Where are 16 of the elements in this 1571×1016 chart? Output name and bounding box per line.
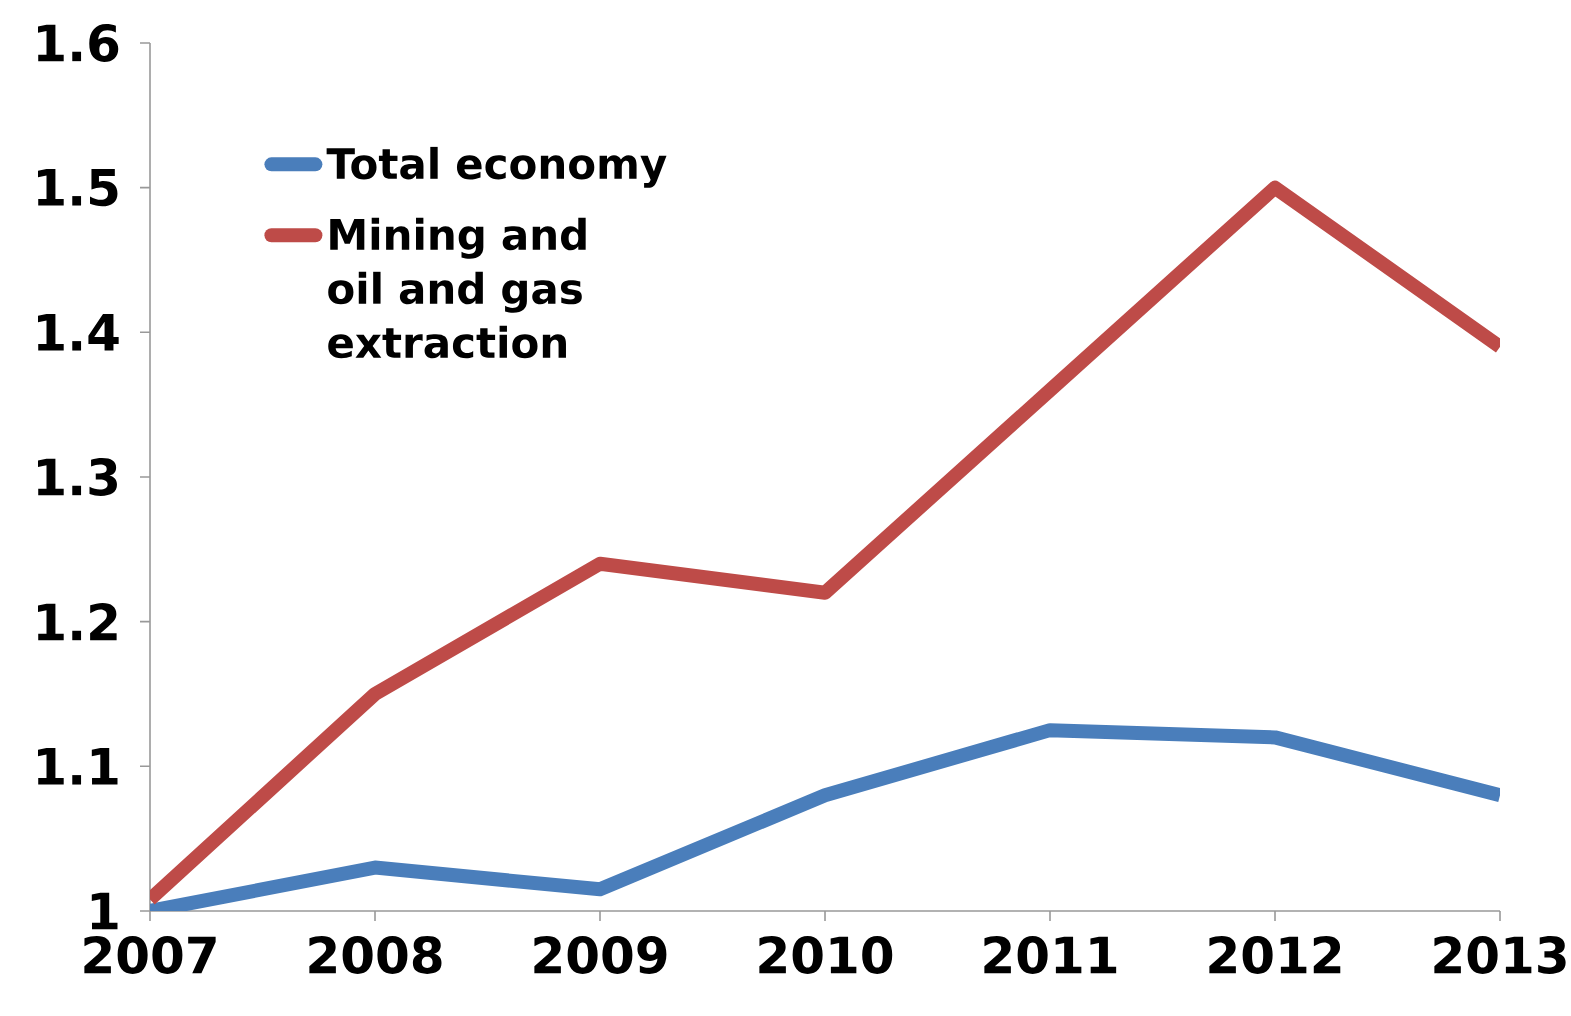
y-tick-label: 1.3 bbox=[38, 458, 117, 496]
y-tick-label: 1.2 bbox=[38, 603, 117, 641]
legend-label: Total economy bbox=[326, 146, 667, 188]
x-tick-label: 2009 bbox=[534, 936, 667, 974]
x-tick-label: 2013 bbox=[1434, 936, 1566, 974]
y-tick-label: 1.1 bbox=[38, 748, 118, 785]
y-tick-label: 1.6 bbox=[38, 24, 119, 62]
x-tick-label: 2008 bbox=[309, 936, 442, 974]
legend-label: Mining and oil and gas extraction bbox=[328, 217, 586, 359]
y-tick-label: 1 bbox=[91, 892, 118, 930]
x-tick-label: 2007 bbox=[84, 936, 216, 974]
x-tick-label: 2011 bbox=[984, 936, 1117, 974]
y-tick-label: 1.4 bbox=[38, 314, 119, 351]
x-tick-label: 2012 bbox=[1209, 936, 1341, 974]
y-tick-label: 1.5 bbox=[38, 169, 118, 207]
x-tick-label: 2010 bbox=[759, 936, 893, 974]
